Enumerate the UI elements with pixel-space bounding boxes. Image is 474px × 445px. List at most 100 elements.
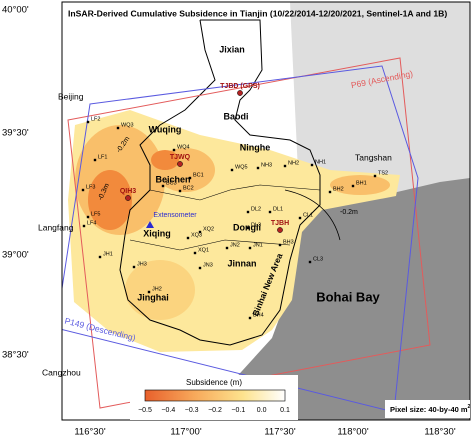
gps-label: TJBH [271, 220, 289, 227]
benchmark-marker [81, 188, 85, 192]
benchmark-label: JN1 [253, 242, 263, 248]
district-label: Baodi [223, 111, 248, 121]
benchmark-label: XQ1 [198, 247, 209, 253]
benchmark-label: TS2 [378, 170, 388, 176]
benchmark-label: DL2 [251, 206, 261, 212]
basemap [62, 2, 470, 420]
lat-label: 39°30' [2, 128, 29, 139]
benchmark-marker [82, 224, 86, 228]
lat-label: 40°00' [2, 5, 29, 16]
city-label: Tangshan [355, 152, 392, 162]
benchmark-label: NH1 [315, 159, 326, 165]
pixel-bg [385, 400, 470, 418]
benchmark-label: BC3 [166, 180, 177, 186]
colorbar-tick: −0.4 [161, 407, 175, 414]
benchmark-label: CL3 [313, 256, 323, 262]
benchmark-marker [98, 255, 102, 259]
benchmark-label: LF1 [98, 154, 107, 160]
colorbar-tick: 0.0 [257, 407, 267, 414]
benchmark-marker [351, 184, 355, 188]
lat-label: 39°00' [2, 250, 29, 261]
benchmark-marker [298, 216, 302, 220]
benchmark-marker [283, 164, 287, 168]
benchmark-marker [161, 184, 165, 188]
colorbar-tick: 0.1 [280, 407, 290, 414]
benchmark-label: LF4 [87, 220, 96, 226]
benchmark-label: NH3 [261, 162, 272, 168]
benchmark-label: DL3 [251, 222, 261, 228]
benchmark-marker [132, 265, 136, 269]
gps-label: QIH3 [120, 188, 136, 195]
benchmark-marker [246, 210, 250, 214]
benchmark-marker [198, 230, 202, 234]
benchmark-marker [193, 251, 197, 255]
benchmark-label: JH3 [137, 261, 147, 267]
colorbar-tick: −0.1 [231, 407, 245, 414]
district-label: Jixian [219, 44, 245, 54]
benchmark-marker [328, 190, 332, 194]
colorbar-tick: −0.5 [138, 407, 152, 414]
district-label: Wuqing [149, 124, 182, 134]
colorbar-title: Subsidence (m) [186, 378, 242, 387]
extensometer-label: Extensometer [153, 212, 197, 219]
colorbar: Subsidence (m) [130, 375, 298, 420]
gps-marker [125, 195, 131, 201]
benchmark-marker [93, 158, 97, 162]
colorbar-tick: −0.2 [208, 407, 222, 414]
benchmark-label: BH4 [253, 312, 264, 318]
benchmark-marker [248, 246, 252, 250]
benchmark-marker [248, 316, 252, 320]
colorbar-tick: −0.3 [185, 407, 199, 414]
benchmark-label: NH2 [288, 160, 299, 166]
benchmark-marker [86, 215, 90, 219]
benchmark-marker [308, 260, 312, 264]
gps-marker [177, 161, 183, 167]
benchmark-marker [230, 168, 234, 172]
benchmark-label: BC1 [193, 172, 204, 178]
district-label: Xiqing [143, 228, 171, 238]
city-label: Cangzhou [42, 367, 81, 377]
benchmark-marker [373, 174, 377, 178]
extensometer-marker [146, 221, 154, 228]
lon-label: 116°30' [74, 427, 106, 438]
district-label: Ninghe [240, 142, 271, 152]
colorbar-ramp [144, 389, 286, 402]
benchmark-label: JN2 [230, 242, 240, 248]
pixel-size: Pixel size: 40-by-40 m2 [390, 404, 471, 414]
benchmark-label: XQ2 [203, 226, 214, 232]
benchmark-marker [225, 246, 229, 250]
sea-label: Bohai Bay [316, 289, 380, 304]
district-label: Jinnan [227, 258, 256, 268]
benchmark-label: BH2 [333, 186, 344, 192]
map-title: InSAR-Derived Cumulative Subsidence in T… [68, 8, 447, 18]
gps-marker [237, 90, 243, 96]
benchmark-marker [256, 166, 260, 170]
benchmark-marker [310, 163, 314, 167]
contour-label: -0.2m [340, 209, 358, 216]
benchmark-label: WQ5 [235, 164, 248, 170]
benchmark-marker [198, 266, 202, 270]
benchmark-label: BC2 [183, 185, 194, 191]
benchmark-label: JN3 [203, 262, 213, 268]
benchmark-label: XQ3 [191, 232, 202, 238]
benchmark-marker [188, 176, 192, 180]
district-label: Beichen [155, 174, 190, 184]
benchmark-marker [178, 189, 182, 193]
benchmark-marker [172, 148, 176, 152]
benchmark-label: WQ4 [177, 144, 190, 150]
benchmark-marker [246, 226, 250, 230]
benchmark-label: JH1 [103, 251, 113, 257]
lon-label: 118°30' [424, 427, 456, 438]
benchmark-label: BH3 [283, 239, 294, 245]
city-label: Langfang [38, 222, 74, 232]
benchmark-label: LF3 [86, 184, 95, 190]
lon-label: 117°00' [170, 427, 202, 438]
benchmark-label: JH2 [152, 286, 162, 292]
lon-label: 118°00' [337, 427, 369, 438]
benchmark-label: LF2 [91, 116, 100, 122]
benchmark-marker [86, 120, 90, 124]
district-label: Jinghai [137, 292, 169, 302]
benchmark-marker [268, 210, 272, 214]
benchmark-label: LF5 [91, 211, 100, 217]
